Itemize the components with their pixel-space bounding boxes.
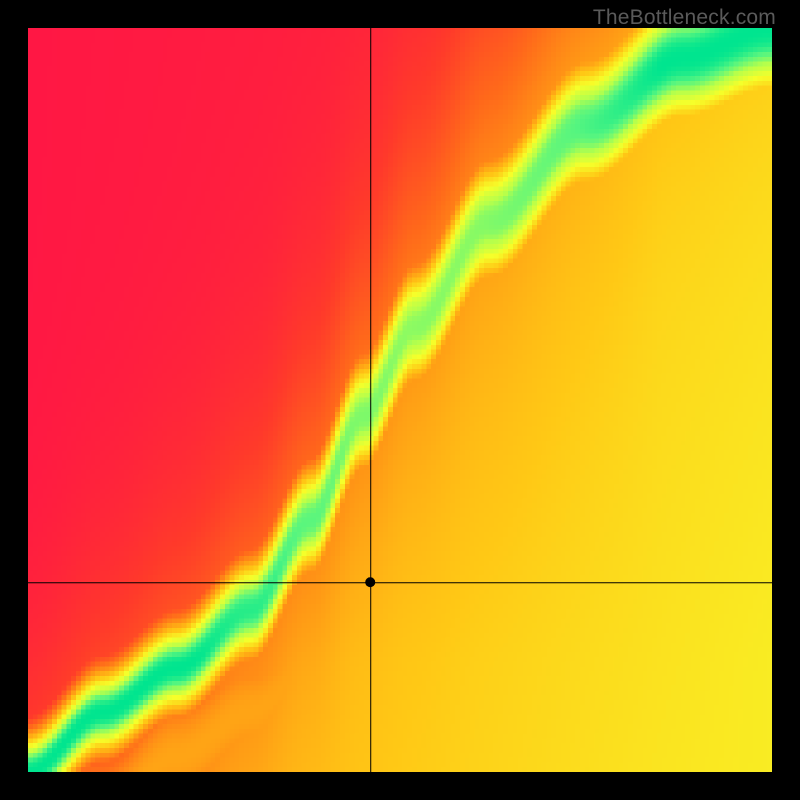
plot-area [28, 28, 772, 772]
crosshair-overlay [28, 28, 772, 772]
chart-container: TheBottleneck.com [0, 0, 800, 800]
watermark-text: TheBottleneck.com [593, 6, 776, 30]
